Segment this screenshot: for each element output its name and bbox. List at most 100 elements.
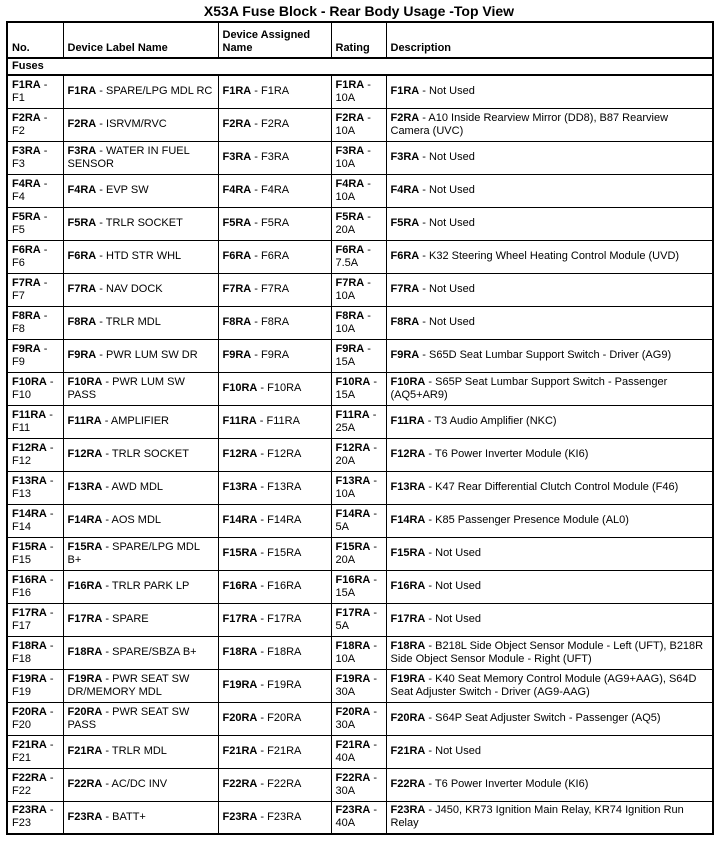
column-header-rating: Rating xyxy=(330,21,387,59)
cell-assigned-name: F17RA - F17RA xyxy=(217,602,332,637)
table-row: F21RA - F21 F21RA - TRLR MDL F21RA - F21RA… xyxy=(6,734,714,769)
cell-rating: F12RA - 20A xyxy=(330,437,387,472)
cell-rating: F14RA - 5A xyxy=(330,503,387,538)
fuse-id: F7RA xyxy=(222,283,252,295)
fuse-id: F6RA xyxy=(12,243,41,256)
fuse-id: F2RA xyxy=(390,111,420,124)
fuse-id: F23RA xyxy=(335,804,371,817)
cell-assigned-name: F21RA - F21RA xyxy=(217,734,332,769)
cell-description: F23RA - J450, KR73 Ignition Main Relay, … xyxy=(385,800,714,835)
cell-no: F2RA - F2 xyxy=(6,107,64,142)
fuse-id: F20RA xyxy=(335,705,371,718)
fuse-id: F11RA xyxy=(390,415,425,427)
cell-rating: F5RA - 20A xyxy=(330,206,387,241)
cell-no: F13RA - F13 xyxy=(6,470,64,505)
fuse-id: F11RA xyxy=(67,415,102,427)
fuse-id: F16RA xyxy=(67,580,103,592)
cell-assigned-name: F20RA - F20RA xyxy=(217,701,332,736)
cell-assigned-name: F14RA - F14RA xyxy=(217,503,332,538)
cell-no: F7RA - F7 xyxy=(6,272,64,307)
cell-device-label: F11RA - AMPLIFIER xyxy=(62,404,219,439)
cell-rating: F7RA - 10A xyxy=(330,272,387,307)
cell-no: F5RA - F5 xyxy=(6,206,64,241)
cell-no: F19RA - F19 xyxy=(6,668,64,703)
fuse-id: F14RA xyxy=(67,514,103,526)
fuse-id: F11RA xyxy=(12,408,47,421)
fuse-id: F4RA xyxy=(390,184,420,196)
fuse-id: F13RA xyxy=(390,481,426,493)
section-header-fuses: Fuses xyxy=(6,57,714,76)
cell-device-label: F13RA - AWD MDL xyxy=(62,470,219,505)
fuse-id: F19RA xyxy=(222,679,258,691)
fuse-id: F8RA xyxy=(222,316,252,328)
fuse-id: F5RA xyxy=(390,217,420,229)
fuse-id: F1RA xyxy=(335,78,365,91)
cell-description: F18RA - B218L Side Object Sensor Module … xyxy=(385,635,714,670)
cell-rating: F9RA - 15A xyxy=(330,338,387,373)
fuse-id: F23RA xyxy=(222,810,258,823)
cell-description: F17RA - Not Used xyxy=(385,602,714,637)
fuse-id: F10RA xyxy=(390,375,426,388)
cell-device-label: F1RA - SPARE/LPG MDL RC xyxy=(62,74,219,109)
table-row: F6RA - F6 F6RA - HTD STR WHL F6RA - F6RA F6… xyxy=(6,239,714,274)
cell-rating: F2RA - 10A xyxy=(330,107,387,142)
cell-description: F10RA - S65P Seat Lumbar Support Switch … xyxy=(385,371,714,406)
fuse-id: F3RA xyxy=(390,151,420,163)
fuse-id: F21RA xyxy=(67,745,103,757)
table-row: F12RA - F12 F12RA - TRLR SOCKET F12RA - F1… xyxy=(6,437,714,472)
fuse-id: F20RA xyxy=(12,705,47,718)
cell-device-label: F8RA - TRLR MDL xyxy=(62,305,219,340)
cell-device-label: F7RA - NAV DOCK xyxy=(62,272,219,307)
cell-rating: F18RA - 10A xyxy=(330,635,387,670)
cell-no: F12RA - F12 xyxy=(6,437,64,472)
table-row: F11RA - F11 F11RA - AMPLIFIER F11RA - F11R… xyxy=(6,404,714,439)
page-title: X53A Fuse Block - Rear Body Usage -Top V… xyxy=(203,3,515,19)
fuse-id: F13RA xyxy=(67,481,103,493)
cell-no: F18RA - F18 xyxy=(6,635,64,670)
fuse-id: F16RA xyxy=(390,580,426,592)
cell-assigned-name: F16RA - F16RA xyxy=(217,569,332,604)
cell-description: F1RA - Not Used xyxy=(385,74,714,109)
fuse-id: F1RA xyxy=(390,85,420,98)
cell-description: F14RA - K85 Passenger Presence Module (A… xyxy=(385,503,714,538)
cell-description: F6RA - K32 Steering Wheel Heating Contro… xyxy=(385,239,714,274)
cell-rating: F8RA - 10A xyxy=(330,305,387,340)
fuse-id: F15RA xyxy=(335,540,371,553)
cell-assigned-name: F13RA - F13RA xyxy=(217,470,332,505)
fuse-id: F9RA xyxy=(67,349,97,361)
cell-device-label: F4RA - EVP SW xyxy=(62,173,219,208)
cell-assigned-name: F5RA - F5RA xyxy=(217,206,332,241)
fuse-id: F16RA xyxy=(12,573,47,586)
fuse-id: F15RA xyxy=(222,547,258,559)
table-row: F17RA - F17 F17RA - SPARE F17RA - F17RA F17… xyxy=(6,602,714,637)
table-row: F10RA - F10 F10RA - PWR LUM SW PASS F10RA … xyxy=(6,371,714,406)
fuse-id: F9RA xyxy=(390,349,420,361)
cell-description: F13RA - K47 Rear Differential Clutch Con… xyxy=(385,470,714,505)
cell-device-label: F5RA - TRLR SOCKET xyxy=(62,206,219,241)
cell-device-label: F19RA - PWR SEAT SW DR/MEMORY MDL xyxy=(62,668,219,703)
fuse-id: F20RA xyxy=(390,712,426,724)
fuse-id: F18RA xyxy=(67,646,103,658)
cell-rating: F13RA - 10A xyxy=(330,470,387,505)
fuse-id: F8RA xyxy=(67,316,97,328)
cell-description: F11RA - T3 Audio Amplifier (NKC) xyxy=(385,404,714,439)
fuse-id: F22RA xyxy=(390,778,426,790)
fuse-id: F21RA xyxy=(12,738,47,751)
cell-description: F3RA - Not Used xyxy=(385,140,714,175)
fuse-id: F21RA xyxy=(222,745,258,757)
cell-device-label: F18RA - SPARE/SBZA B+ xyxy=(62,635,219,670)
fuse-id: F4RA xyxy=(67,184,97,196)
cell-assigned-name: F12RA - F12RA xyxy=(217,437,332,472)
fuse-id: F5RA xyxy=(67,217,97,229)
fuse-id: F16RA xyxy=(222,580,258,592)
cell-description: F19RA - K40 Seat Memory Control Module (… xyxy=(385,668,714,703)
cell-rating: F4RA - 10A xyxy=(330,173,387,208)
cell-description: F9RA - S65D Seat Lumbar Support Switch -… xyxy=(385,338,714,373)
fuse-id: F17RA xyxy=(390,613,426,625)
cell-assigned-name: F3RA - F3RA xyxy=(217,140,332,175)
cell-assigned-name: F8RA - F8RA xyxy=(217,305,332,340)
fuse-id: F19RA xyxy=(335,672,371,685)
fuse-id: F16RA xyxy=(335,573,371,586)
table-row: F1RA - F1 F1RA - SPARE/LPG MDL RC F1RA - F… xyxy=(6,74,714,109)
fuse-id: F13RA xyxy=(12,474,47,487)
